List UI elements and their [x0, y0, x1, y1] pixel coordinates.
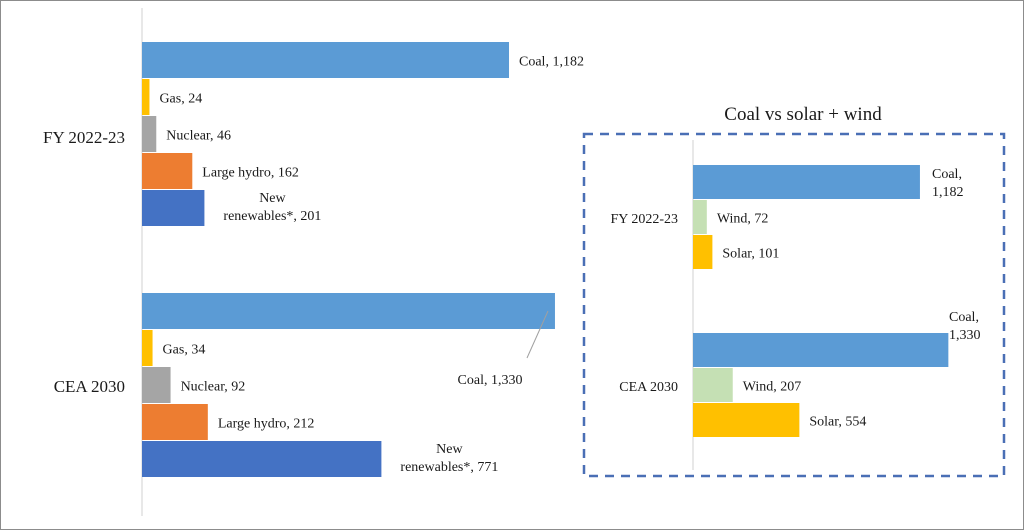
inset-title: Coal vs solar + wind: [724, 104, 882, 125]
data-label-coal-fy-2022-23: Coal, 1,182: [519, 55, 584, 70]
data-label-new-renewables-fy-2022-23: New renewables*, 201: [223, 191, 321, 224]
category-label-cea-2030: CEA 2030: [54, 377, 125, 396]
bar-coal-fy-2022-23: [693, 165, 920, 199]
data-label-wind-cea-2030: Wind, 207: [743, 380, 802, 395]
data-label-coal-cea-2030: Coal, 1,330: [949, 310, 981, 343]
inset-border: [582, 132, 1006, 478]
bar-solar-fy-2022-23: [693, 235, 713, 269]
category-label-fy-2022-23: FY 2022-23: [610, 212, 678, 227]
leader-line-coal-cea-2030: [526, 310, 549, 359]
data-label-wind-fy-2022-23: Wind, 72: [717, 212, 769, 227]
bar-new-renewables-cea-2030: [142, 441, 382, 477]
bar-coal-cea-2030: [142, 293, 555, 329]
category-label-fy-2022-23: FY 2022-23: [43, 128, 125, 147]
bar-new-renewables-fy-2022-23: [142, 190, 205, 226]
bar-large-hydro-cea-2030: [142, 404, 208, 440]
bar-nuclear-cea-2030: [142, 367, 171, 403]
data-label-solar-cea-2030: Solar, 554: [809, 415, 866, 430]
data-label-nuclear-fy-2022-23: Nuclear, 46: [166, 129, 231, 144]
data-label-new-renewables-cea-2030: New renewables*, 771: [400, 442, 498, 475]
bar-nuclear-fy-2022-23: [142, 116, 157, 152]
bar-large-hydro-fy-2022-23: [142, 153, 193, 189]
bar-coal-fy-2022-23: [142, 42, 510, 78]
data-label-nuclear-cea-2030: Nuclear, 92: [181, 380, 246, 395]
bar-gas-cea-2030: [142, 330, 153, 366]
data-label-solar-fy-2022-23: Solar, 101: [722, 247, 779, 262]
data-label-large-hydro-cea-2030: Large hydro, 212: [218, 417, 315, 432]
category-label-cea-2030: CEA 2030: [619, 380, 678, 395]
data-label-coal-cea-2030: Coal, 1,330: [458, 373, 523, 388]
data-label-coal-fy-2022-23: Coal, 1,182: [932, 167, 964, 200]
bar-wind-cea-2030: [693, 368, 733, 402]
data-label-gas-cea-2030: Gas, 34: [163, 343, 206, 358]
data-label-large-hydro-fy-2022-23: Large hydro, 162: [202, 166, 299, 181]
bar-gas-fy-2022-23: [142, 79, 150, 115]
bar-wind-fy-2022-23: [693, 200, 707, 234]
bar-coal-cea-2030: [693, 333, 949, 367]
bar-solar-cea-2030: [693, 403, 800, 437]
data-label-gas-fy-2022-23: Gas, 24: [159, 92, 202, 107]
